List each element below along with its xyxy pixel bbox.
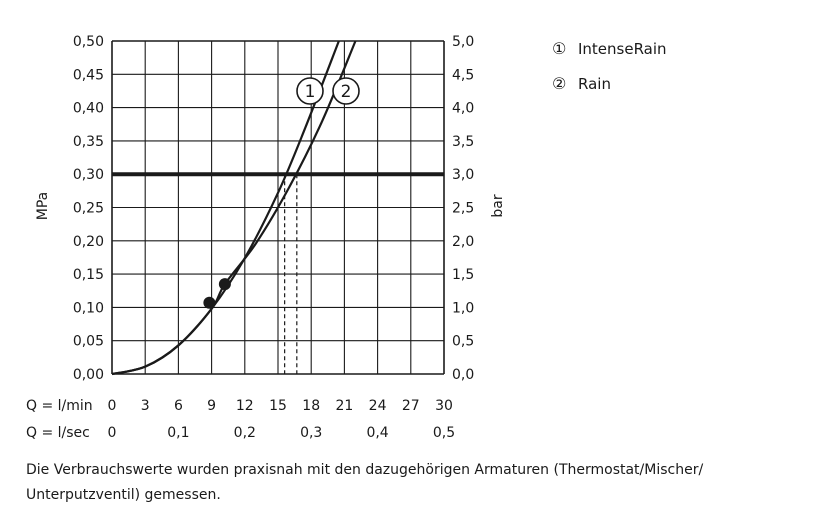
y-left-tick-label: 0,10	[73, 300, 104, 316]
x-tick-label: 0,4	[366, 425, 388, 441]
chart-grid	[111, 40, 445, 375]
x-tick-label: 21	[335, 398, 353, 414]
x-row-prefix-1: Q = l/min	[26, 398, 93, 414]
x-tick-label: 30	[435, 398, 453, 414]
x-tick-label: 0	[108, 425, 117, 441]
y-left-tick-label: 0,25	[73, 201, 104, 217]
measurement-note-line-1: Die Verbrauchswerte wurden praxisnah mit…	[26, 462, 704, 478]
x-tick-labels: Q = l/min 0 3 6 9 12 15 18 21 24 27 30 Q = l/sec 0 0,1…	[26, 398, 455, 441]
curve-label-1: 1	[305, 82, 316, 102]
legend-label-rain: Rain	[578, 75, 611, 93]
x-tick-label: 24	[369, 398, 387, 414]
y-right-tick-label: 0,0	[452, 367, 474, 383]
y-right-tick-label: 2,0	[452, 234, 474, 250]
legend-symbol-2: ②	[552, 74, 566, 93]
y-right-tick-label: 1,5	[452, 267, 474, 283]
y-left-tick-label: 0,05	[73, 334, 104, 350]
y-right-tick-label: 2,5	[452, 201, 474, 217]
x-tick-label: 15	[269, 398, 287, 414]
y-left-tick-label: 0,40	[73, 101, 104, 117]
curve-label-2: 2	[341, 82, 352, 102]
y-left-tick-label: 0,20	[73, 234, 104, 250]
y-left-tick-label: 0,00	[73, 367, 104, 383]
y-right-tick-label: 4,0	[452, 101, 474, 117]
y-right-tick-labels: 0,0 0,5 1,0 1,5 2,0 2,5 3,0 3,5 4,0 4,5 5,0	[452, 34, 474, 383]
y-left-tick-labels: 0,00 0,05 0,10 0,15 0,20 0,25 0,30 0,35 0,40 0,45…	[73, 34, 104, 383]
y-right-tick-label: 3,0	[452, 167, 474, 183]
y-right-tick-label: 1,0	[452, 300, 474, 316]
y-left-axis-label: MPa	[35, 192, 51, 220]
curve-label-circle-1	[296, 77, 324, 105]
x-tick-label: 12	[236, 398, 254, 414]
y-right-tick-label: 5,0	[452, 34, 474, 50]
y-left-tick-label: 0,15	[73, 267, 104, 283]
y-left-tick-label: 0,45	[73, 67, 104, 83]
legend-label-intenserain: IntenseRain	[578, 40, 667, 58]
y-left-tick-label: 0,35	[73, 134, 104, 150]
x-tick-label: 27	[402, 398, 420, 414]
x-tick-label: 0,5	[433, 425, 455, 441]
x-tick-label: 0,1	[167, 425, 189, 441]
x-row-prefix-2: Q = l/sec	[26, 425, 90, 441]
legend: ① IntenseRain ② Rain	[552, 39, 667, 93]
x-tick-label: 6	[174, 398, 183, 414]
measurement-note: Die Verbrauchswerte wurden praxisnah mit…	[26, 458, 816, 508]
x-tick-label: 9	[207, 398, 216, 414]
reference-drop-lines	[284, 174, 298, 374]
y-left-tick-label: 0,50	[73, 34, 104, 50]
operating-point-rain	[218, 278, 231, 291]
y-right-axis-label: bar	[490, 194, 506, 217]
x-tick-label: 0	[108, 398, 117, 414]
y-right-tick-label: 4,5	[452, 67, 474, 83]
legend-symbol-1: ①	[552, 39, 566, 58]
x-tick-label: 0,3	[300, 425, 322, 441]
curve-label-circle-2	[332, 77, 360, 105]
y-right-tick-label: 0,5	[452, 334, 474, 350]
y-left-tick-label: 0,30	[73, 167, 104, 183]
measurement-note-line-2: Unterputzventil) gemessen.	[26, 487, 221, 503]
x-tick-label: 3	[141, 398, 150, 414]
x-tick-label: 0,2	[234, 425, 256, 441]
y-right-tick-label: 3,5	[452, 134, 474, 150]
x-tick-label: 18	[302, 398, 320, 414]
